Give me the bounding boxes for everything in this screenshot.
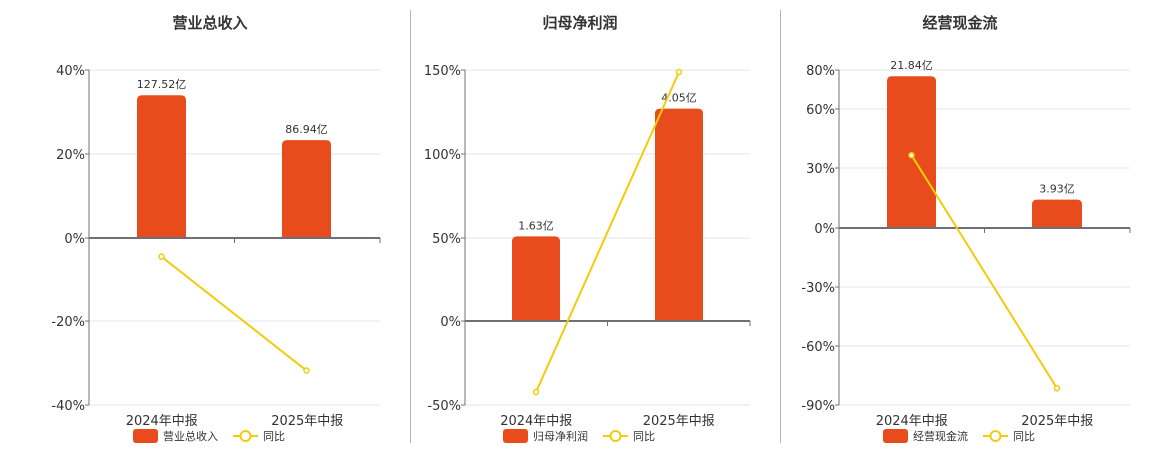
bar-value-label: 1.63亿 <box>518 219 554 232</box>
y-tick-label: -50% <box>427 399 461 414</box>
y-tick-label: -20% <box>51 315 85 330</box>
y-tick-label: 40% <box>56 64 85 79</box>
yoy-line <box>160 255 308 372</box>
chart-cash-flow: 80% 60% 30% 0% -30% -60% -90% 21.84亿 3.93亿 2024年中… <box>801 59 1131 443</box>
legend-bar-label[interactable]: 归母净利润 <box>533 429 588 443</box>
y-tick-label: 0% <box>814 222 835 237</box>
y-tick-label: 0% <box>440 315 461 330</box>
y-tick-label: 50% <box>432 232 461 247</box>
legend-line-label[interactable]: 同比 <box>1013 430 1035 443</box>
y-tick-label: -90% <box>801 399 835 414</box>
x-category-label: 2024年中报 <box>876 414 948 429</box>
bar-value-label: 86.94亿 <box>285 123 328 136</box>
legend-bar-swatch[interactable] <box>133 429 158 443</box>
y-tick-label: 30% <box>806 162 835 177</box>
bar[interactable] <box>282 140 331 238</box>
chart-net-profit: 150% 100% 50% 0% -50% 1.63亿 4.05亿 2024年中报 2025年中… <box>424 64 751 443</box>
legend: 经营现金流 同比 <box>883 429 1035 443</box>
bar-value-label: 127.52亿 <box>137 78 187 91</box>
legend: 归母净利润 同比 <box>503 429 655 443</box>
y-tick-label: 150% <box>424 64 461 79</box>
x-category-label: 2024年中报 <box>500 414 572 429</box>
panel-divider-1 <box>410 10 411 443</box>
yoy-point[interactable] <box>303 367 310 374</box>
y-tick-label: -30% <box>801 281 835 296</box>
y-tick-label: 20% <box>56 148 85 163</box>
bar[interactable] <box>512 236 560 321</box>
chart-title-cash-flow: 经营现金流 <box>922 14 998 32</box>
y-tick-label: -40% <box>51 399 85 414</box>
bar-value-label: 4.05亿 <box>661 92 697 105</box>
legend-bar-swatch[interactable] <box>883 429 908 443</box>
legend-line-marker-icon[interactable] <box>609 430 622 442</box>
legend-bar-label[interactable]: 营业总收入 <box>163 429 218 443</box>
bar[interactable] <box>137 95 186 238</box>
yoy-point[interactable] <box>1053 385 1061 392</box>
x-category-label: 2025年中报 <box>643 414 715 429</box>
y-tick-label: 80% <box>806 64 835 79</box>
yoy-point[interactable] <box>908 151 915 159</box>
x-category-label: 2025年中报 <box>271 414 343 429</box>
legend-bar-label[interactable]: 经营现金流 <box>913 429 968 443</box>
chart-revenue: 40% 20% 0% -20% -40% 127.52亿 86.94亿 2024年中报 2025… <box>51 64 381 443</box>
bar[interactable] <box>1032 199 1082 228</box>
bar[interactable] <box>655 108 703 321</box>
y-tick-label: 100% <box>424 148 461 163</box>
yoy-point[interactable] <box>675 68 683 76</box>
legend-line-marker-icon[interactable] <box>239 430 252 442</box>
y-tick-label: 0% <box>64 232 85 247</box>
bar-value-label: 21.84亿 <box>890 59 933 72</box>
legend-line-marker-icon[interactable] <box>989 430 1002 442</box>
panel-divider-2 <box>780 10 781 443</box>
legend-line-label[interactable]: 同比 <box>633 430 655 443</box>
x-category-label: 2025年中报 <box>1021 414 1093 429</box>
legend-line-label[interactable]: 同比 <box>263 430 285 443</box>
bar-value-label: 3.93亿 <box>1039 183 1075 196</box>
chart-title-net-profit: 归母净利润 <box>542 14 618 32</box>
x-category-label: 2024年中报 <box>126 414 198 429</box>
yoy-point[interactable] <box>158 253 165 260</box>
yoy-point[interactable] <box>532 388 540 396</box>
legend: 营业总收入 同比 <box>133 429 285 443</box>
legend-bar-swatch[interactable] <box>503 429 528 443</box>
yoy-line <box>535 71 680 393</box>
yoy-line <box>910 154 1058 389</box>
y-tick-label: -60% <box>801 340 835 355</box>
y-tick-label: 60% <box>806 103 835 118</box>
chart-title-revenue: 营业总收入 <box>172 14 248 32</box>
